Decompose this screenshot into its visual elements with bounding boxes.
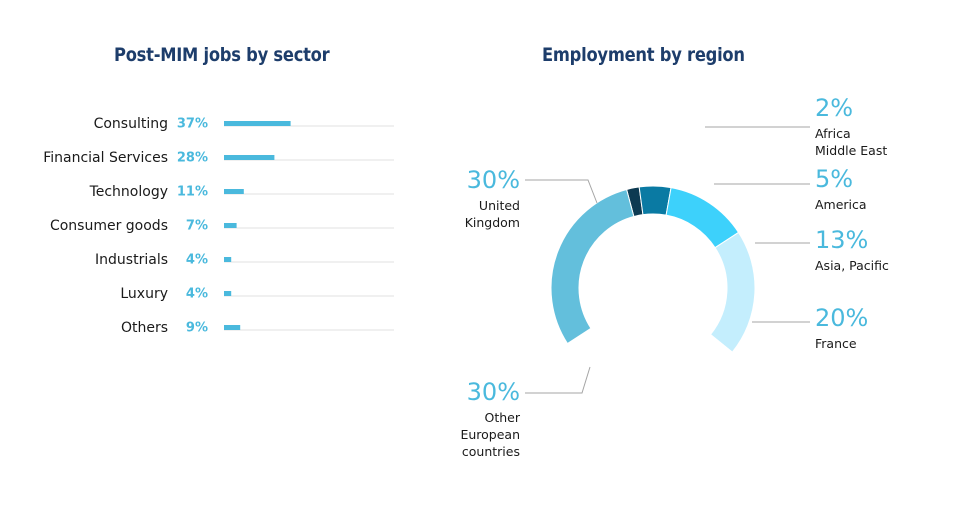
region-label: Other [485,410,521,425]
sector-bar-chart: Consulting 37% Financial Services 28% Techno… [43,116,394,336]
sector-label: Technology [89,184,168,200]
sector-value-label: 7% [186,219,208,234]
region-label: France [815,336,857,351]
leader-line [525,366,591,394]
sector-label: Luxury [120,286,168,302]
region-annotation: 20% France [752,304,868,351]
region-annotation: 30% Other European countries [460,366,591,459]
donut-slice [709,231,756,353]
donut-slice [665,187,740,249]
sector-value-label: 4% [186,253,208,268]
bar-row: Luxury 4% [120,286,394,302]
donut-slice [566,327,733,391]
sector-label: Consumer goods [50,218,168,234]
region-value-label: 20% [815,304,868,332]
bar [224,189,244,194]
region-label: Asia, Pacific [815,258,889,273]
bar [224,291,232,296]
bar [224,257,232,262]
bar [224,325,241,330]
region-value-label: 5% [815,165,853,193]
region-label: America [815,197,867,212]
sector-value-label: 9% [186,321,208,336]
bar-row: Industrials 4% [95,252,394,268]
region-label: Middle East [815,143,887,158]
sector-value-label: 4% [186,287,208,302]
region-label: countries [462,444,520,459]
bar-row: Others 9% [121,320,394,336]
bar-row: Technology 11% [89,184,394,200]
donut-slice [550,188,635,345]
sector-label: Industrials [95,252,168,268]
sector-value-label: 11% [177,185,208,200]
bar [224,121,291,126]
bar-row: Consumer goods 7% [50,218,394,234]
leader-line [525,179,598,204]
region-chart-title: Employment by region [542,44,745,66]
region-annotation: 5% America [714,165,867,212]
bar [224,223,237,228]
bar [224,155,275,160]
sector-label: Others [121,320,168,336]
region-value-label: 2% [815,94,853,122]
region-annotation: 30% United Kingdom [465,166,598,230]
region-value-label: 30% [467,378,520,406]
sector-label: Consulting [94,116,168,132]
region-label: Africa [815,126,851,141]
region-annotation: 13% Asia, Pacific [755,226,889,273]
bar-row: Financial Services 28% [43,150,394,166]
region-annotation: 2% Africa Middle East [705,94,887,158]
region-label: United [479,198,520,213]
donut-slice [638,185,672,216]
sector-value-label: 37% [177,117,208,132]
region-donut-chart: 2% Africa Middle East 5% America 13% Asia, Pac… [460,94,889,459]
region-label: Kingdom [465,215,520,230]
sector-value-label: 28% [177,151,208,166]
region-value-label: 30% [467,166,520,194]
bar-row: Consulting 37% [94,116,394,132]
sector-label: Financial Services [43,150,168,166]
sector-chart-title: Post-MIM jobs by sector [114,44,330,66]
region-value-label: 13% [815,226,868,254]
region-label: European [460,427,520,442]
